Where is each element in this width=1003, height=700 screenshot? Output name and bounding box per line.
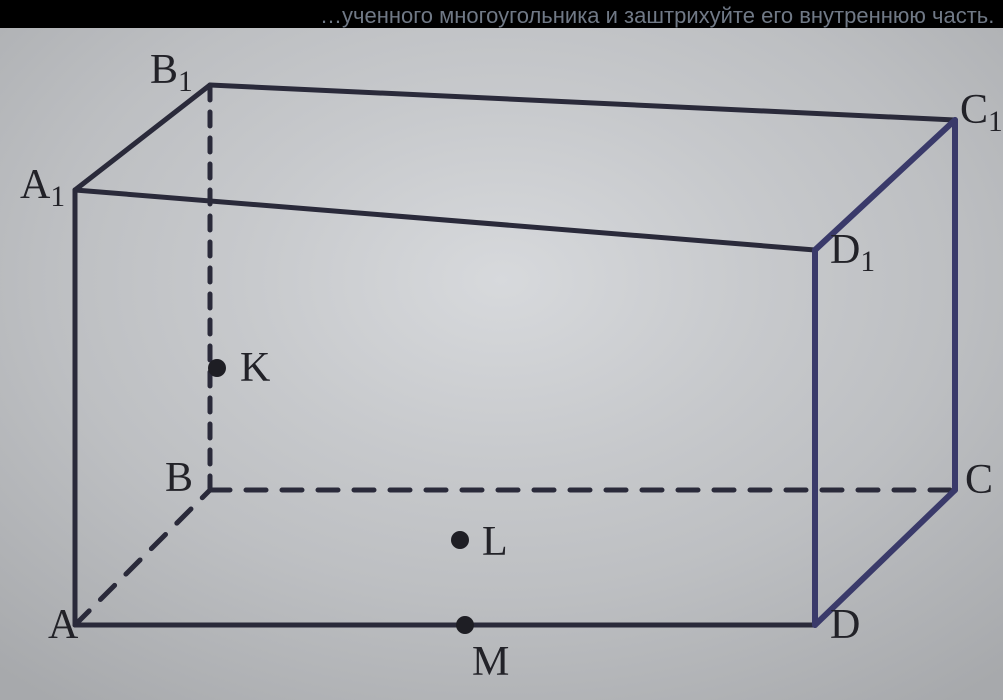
label-A1-sub: 1 bbox=[50, 181, 65, 213]
label-D: D bbox=[830, 601, 860, 649]
label-B-text: B bbox=[165, 455, 193, 501]
point-K bbox=[208, 359, 226, 377]
label-D1-sub: 1 bbox=[860, 246, 875, 278]
label-D1-text: D bbox=[830, 227, 860, 273]
label-A-text: A bbox=[48, 602, 78, 648]
label-B1-sub: 1 bbox=[178, 66, 193, 98]
problem-text-fragment: …ученного многоугольника и заштрихуйте е… bbox=[320, 3, 994, 29]
point-L bbox=[451, 531, 469, 549]
label-A: A bbox=[48, 601, 78, 649]
label-A1-text: A bbox=[20, 162, 50, 208]
label-C-text: C bbox=[965, 457, 993, 503]
stage: …ученного многоугольника и заштрихуйте е… bbox=[0, 0, 1003, 700]
point-M bbox=[456, 616, 474, 634]
label-D-text: D bbox=[830, 602, 860, 648]
label-C1-sub: 1 bbox=[988, 106, 1003, 138]
paper-background bbox=[0, 0, 1003, 700]
label-B: B bbox=[165, 454, 193, 502]
label-L: L bbox=[482, 518, 508, 566]
label-K: K bbox=[240, 344, 270, 392]
diagram-svg bbox=[0, 0, 1003, 700]
label-C1-text: C bbox=[960, 87, 988, 133]
label-D1: D1 bbox=[830, 226, 875, 274]
label-C: C bbox=[965, 456, 993, 504]
label-M: M bbox=[472, 638, 509, 686]
label-B1: B1 bbox=[150, 46, 193, 94]
label-C1: C1 bbox=[960, 86, 1003, 134]
label-B1-text: B bbox=[150, 47, 178, 93]
label-A1: A1 bbox=[20, 161, 65, 209]
